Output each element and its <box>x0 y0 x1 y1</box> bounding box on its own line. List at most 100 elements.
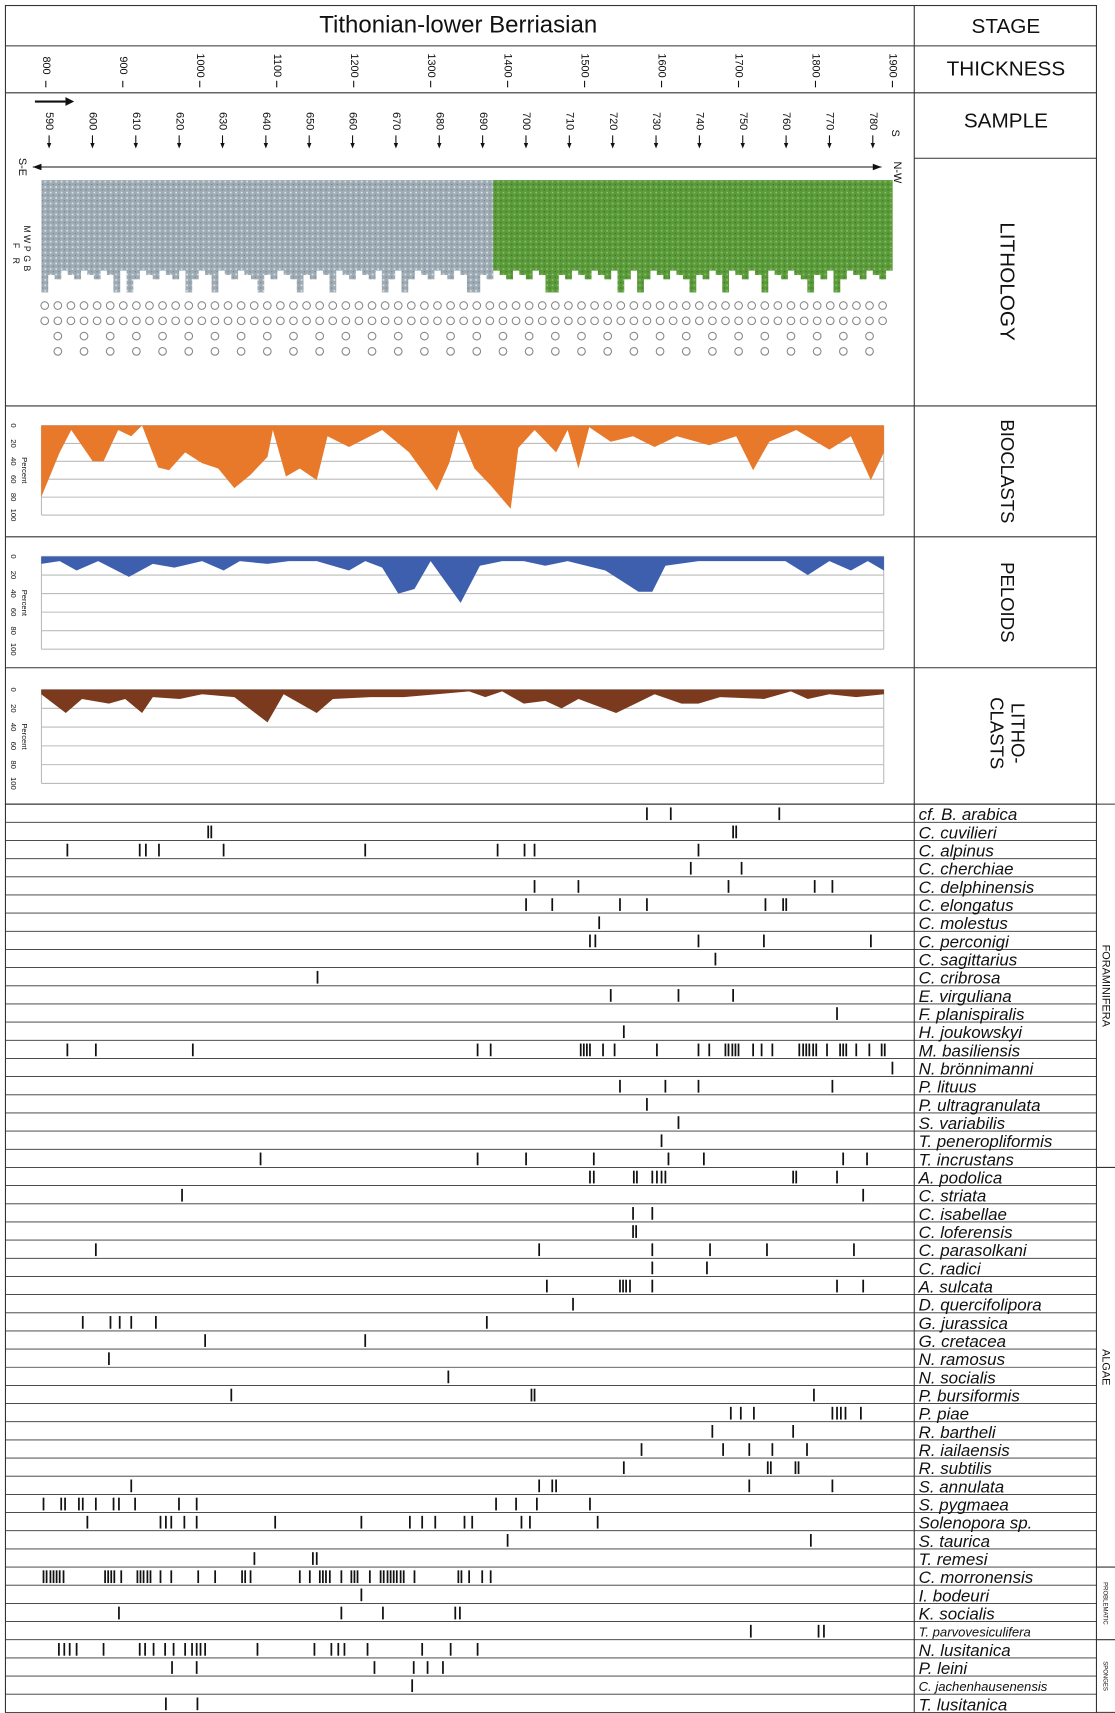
lithology-bar <box>853 180 860 275</box>
y-axis-label: Percent <box>20 723 29 750</box>
fossil-symbol <box>524 301 534 310</box>
lithology-bar <box>748 180 756 271</box>
group-label: ALGAE <box>1099 1349 1111 1385</box>
side-label: N-W <box>891 162 903 184</box>
fossil-symbol <box>629 347 639 356</box>
y-tick-label: 60 <box>9 475 18 483</box>
fossil-symbol <box>341 331 351 341</box>
fossil-symbol <box>838 331 848 341</box>
fossil-symbol <box>53 316 63 326</box>
fossil-symbol <box>786 301 796 310</box>
lithology-bar <box>663 180 671 280</box>
fossil-symbol <box>865 316 874 326</box>
taxon-name: C. radici <box>919 1259 982 1278</box>
fossil-symbol <box>328 316 338 326</box>
lithology-bar <box>722 180 730 293</box>
lithology-bar <box>231 180 239 280</box>
y-tick-label: 0 <box>9 423 18 427</box>
lithology-bar <box>447 180 455 280</box>
sample-tick-head <box>133 142 138 149</box>
fossil-symbol <box>53 331 63 341</box>
lithology-bar <box>375 180 383 271</box>
lithology-bar <box>368 180 376 280</box>
taxon-name: C. cuvilieri <box>919 823 998 842</box>
lithology-bar <box>61 180 68 271</box>
fossil-symbol <box>184 301 194 310</box>
lithology-bar <box>172 180 180 280</box>
lithology-bar <box>270 180 278 280</box>
fossil-symbol <box>537 316 547 326</box>
fossil-symbol <box>420 347 429 356</box>
thickness-tick-label: 1000 <box>194 53 206 77</box>
fossil-symbol <box>799 301 809 310</box>
fossil-symbol <box>92 316 102 326</box>
taxon-name: T. parvovesiculifera <box>919 1625 1031 1640</box>
fossil-symbol <box>341 347 351 356</box>
y-tick-label: 100 <box>9 643 18 656</box>
fossil-symbol <box>577 301 586 310</box>
fossil-symbol <box>603 347 613 356</box>
lithology-bar <box>754 180 762 275</box>
lithology-bar <box>682 180 690 280</box>
fossil-symbol <box>577 331 586 341</box>
lithology-bar <box>316 180 324 271</box>
fossil-symbol <box>734 316 743 326</box>
lithology-bar <box>159 180 167 271</box>
sample-tick-label: 780 <box>867 112 879 130</box>
fossil-symbol <box>459 301 469 310</box>
fossil-symbol <box>262 301 272 310</box>
lithology-bar <box>100 180 108 271</box>
grain-label: F <box>11 243 21 248</box>
y-tick-label: 40 <box>9 723 18 731</box>
fossil-symbol <box>302 301 311 310</box>
fossil-symbol <box>655 316 665 326</box>
fossil-symbol <box>668 316 678 326</box>
lithology-bar <box>198 180 206 271</box>
taxon-name: P. piae <box>919 1405 969 1424</box>
lithology-bar <box>538 180 546 275</box>
fossil-symbol <box>367 331 377 341</box>
sample-tick-label: 640 <box>260 112 272 130</box>
lithology-bar <box>460 180 468 275</box>
fossil-symbol <box>812 301 822 310</box>
sample-tick-head <box>437 142 442 149</box>
lithology-bar <box>846 180 854 271</box>
lithology-bar <box>277 180 284 271</box>
lithology-bar <box>768 180 775 271</box>
fossil-symbol <box>878 316 887 326</box>
fossil-symbol <box>380 301 390 310</box>
sample-tick-head <box>46 142 52 149</box>
sample-tick-label: 730 <box>650 112 662 130</box>
fossil-symbol <box>472 347 482 356</box>
fossil-symbol <box>550 301 560 310</box>
fossil-symbol <box>105 331 115 341</box>
sample-tick-head <box>740 142 745 149</box>
fossil-symbol <box>118 316 128 326</box>
thickness-label: THICKNESS <box>947 57 1066 80</box>
taxon-name: P. bursiformis <box>919 1387 1021 1406</box>
fossil-symbol <box>786 331 796 341</box>
sample-tick-label: 590 <box>43 112 55 130</box>
fossil-symbol <box>79 347 89 356</box>
lithology-bar <box>355 180 363 271</box>
taxon-name: C. perconigi <box>919 932 1010 951</box>
lithology-bar <box>349 180 356 280</box>
lithology-bar <box>408 180 415 280</box>
sample-tick-head <box>393 142 399 149</box>
fossil-symbol <box>236 331 246 341</box>
taxon-name: P. lituus <box>919 1078 978 1097</box>
thickness-tick-label: 1100 <box>271 54 283 77</box>
sample-tick-label: 650 <box>303 112 315 130</box>
lithology-bar <box>48 180 55 275</box>
fossil-symbol <box>590 301 599 310</box>
lithology-label: LITHOLOGY <box>995 222 1018 341</box>
taxon-name: C. cherchiae <box>919 860 1014 879</box>
fossil-symbol <box>354 316 364 326</box>
y-axis-label: Percent <box>20 590 29 617</box>
fossil-symbol <box>446 331 455 341</box>
fossil-symbol <box>825 316 835 326</box>
fossil-symbol <box>812 316 822 326</box>
y-tick-label: 20 <box>9 571 18 579</box>
lithology-bar <box>506 180 513 280</box>
fossil-symbol <box>865 331 874 341</box>
